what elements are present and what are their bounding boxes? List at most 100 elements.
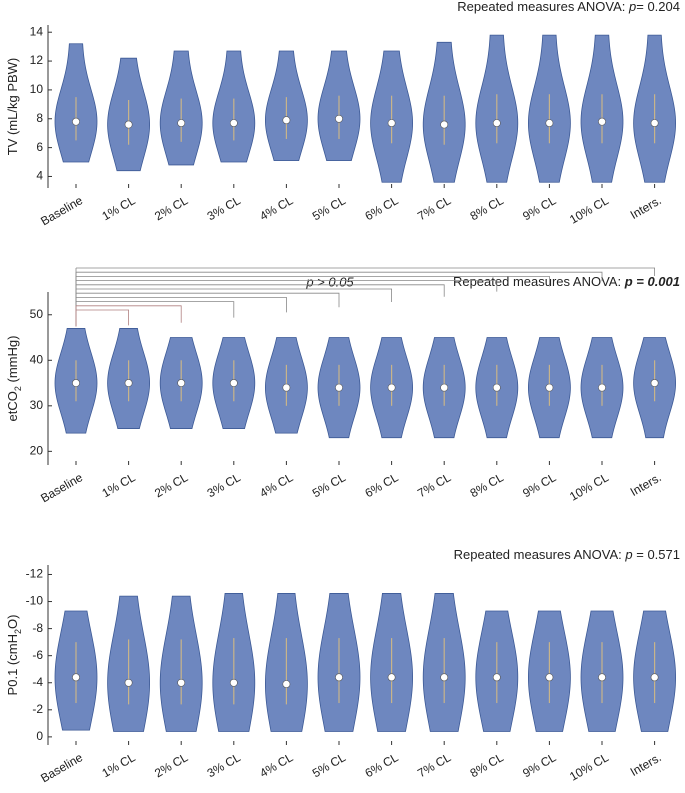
median-dot: [335, 383, 343, 392]
y-tick-label: 12: [30, 53, 44, 67]
x-tick-label: 8% CL: [468, 193, 506, 223]
median-dot: [440, 673, 449, 682]
y-tick-label: -6: [32, 648, 43, 662]
x-tick-label: 1% CL: [99, 470, 137, 500]
title-prefix: Repeated measures ANOVA:: [453, 274, 625, 289]
median-dot: [387, 673, 396, 682]
x-tick-label: Inters.: [628, 193, 664, 222]
x-tick-label: 9% CL: [520, 470, 558, 500]
x-tick-label: 7% CL: [415, 470, 453, 500]
y-tick-label: 0: [36, 729, 43, 743]
x-tick-label: Baseline: [38, 193, 85, 228]
median-dot: [72, 673, 80, 682]
median-dot: [177, 678, 186, 687]
x-tick-label: 6% CL: [362, 193, 400, 223]
x-tick-label: 1% CL: [99, 750, 137, 780]
y-label-part: 2: [13, 629, 23, 634]
x-tick-label: Baseline: [38, 470, 85, 505]
title-prefix: Repeated measures ANOVA:: [457, 0, 629, 14]
x-tick-label: 8% CL: [468, 750, 506, 780]
y-tick-label: -12: [26, 567, 44, 581]
x-tick-label: 2% CL: [152, 750, 190, 780]
y-label-part: (mmHg): [5, 336, 20, 387]
x-tick-label: Baseline: [38, 750, 85, 785]
x-tick-label: 4% CL: [257, 193, 295, 223]
title-p: p: [624, 547, 632, 562]
x-tick-label: 2% CL: [152, 470, 190, 500]
y-label-part: P0.1 (cmH: [5, 634, 20, 695]
median-dot: [229, 379, 238, 387]
title-prefix: Repeated measures ANOVA:: [454, 547, 626, 562]
panel-title: Repeated measures ANOVA: p= 0.204: [457, 0, 680, 14]
y-tick-label: 50: [30, 307, 44, 321]
median-dot: [598, 117, 606, 126]
x-tick-label: 3% CL: [205, 193, 243, 223]
y-axis-label: TV (mL/kg PBW): [5, 58, 20, 156]
x-tick-label: 3% CL: [205, 470, 243, 500]
y-tick-label: 40: [30, 352, 44, 366]
y-label-part: etCO: [5, 391, 20, 421]
x-tick-label: 9% CL: [520, 193, 558, 223]
y-label-part: TV (mL/kg PBW): [5, 58, 20, 156]
median-dot: [124, 379, 133, 387]
panel-title: Repeated measures ANOVA: p = 0.571: [454, 547, 680, 562]
title-bold: p = 0.001: [624, 274, 680, 289]
median-dot: [598, 383, 606, 392]
x-tick-label: 5% CL: [310, 470, 348, 500]
median-dot: [72, 379, 80, 387]
title-rest: = 0.571: [633, 547, 680, 562]
median-dot: [229, 119, 238, 127]
y-tick-label: -4: [32, 675, 43, 689]
median-dot: [545, 673, 554, 682]
y-tick-label: 30: [30, 398, 44, 412]
median-dot: [440, 120, 449, 129]
x-tick-label: 1% CL: [99, 193, 137, 223]
annotation: p > 0.05: [305, 274, 354, 289]
x-tick-label: 5% CL: [310, 750, 348, 780]
median-dot: [492, 383, 501, 392]
x-tick-label: 9% CL: [520, 750, 558, 780]
median-dot: [545, 119, 554, 127]
x-tick-label: 5% CL: [310, 193, 348, 223]
comparison-bracket: [75, 309, 129, 327]
x-tick-label: 7% CL: [415, 193, 453, 223]
median-dot: [650, 673, 659, 682]
panel-title: Repeated measures ANOVA: p = 0.001: [453, 274, 680, 289]
median-dot: [335, 114, 343, 123]
x-tick-label: 8% CL: [468, 470, 506, 500]
median-dot: [598, 673, 606, 682]
median-dot: [387, 383, 396, 392]
y-tick-label: 4: [36, 169, 43, 183]
y-tick-label: -2: [32, 702, 43, 716]
median-dot: [492, 673, 501, 682]
median-dot: [124, 120, 133, 129]
median-dot: [282, 680, 291, 688]
median-dot: [72, 117, 80, 126]
y-tick-label: 8: [36, 111, 43, 125]
median-dot: [545, 383, 554, 392]
x-tick-label: Inters.: [628, 470, 664, 499]
x-tick-label: 6% CL: [362, 750, 400, 780]
x-tick-label: 2% CL: [152, 193, 190, 223]
median-dot: [387, 119, 396, 127]
median-dot: [282, 383, 291, 392]
y-axis-label: etCO2 (mmHg): [5, 336, 23, 422]
x-tick-label: 4% CL: [257, 470, 295, 500]
median-dot: [492, 119, 501, 127]
y-tick-label: 6: [36, 140, 43, 154]
median-dot: [650, 119, 659, 127]
x-tick-label: 3% CL: [205, 750, 243, 780]
x-tick-label: 10% CL: [567, 750, 611, 784]
y-tick-label: -10: [26, 594, 44, 608]
median-dot: [650, 379, 659, 387]
x-tick-label: 4% CL: [257, 750, 295, 780]
x-tick-label: 6% CL: [362, 470, 400, 500]
y-label-part: 2: [13, 386, 23, 391]
y-tick-label: 20: [30, 444, 44, 458]
y-tick-label: 10: [30, 82, 44, 96]
median-dot: [177, 119, 186, 127]
median-dot: [177, 379, 186, 387]
x-tick-label: 10% CL: [567, 470, 611, 504]
x-tick-label: Inters.: [628, 750, 664, 779]
